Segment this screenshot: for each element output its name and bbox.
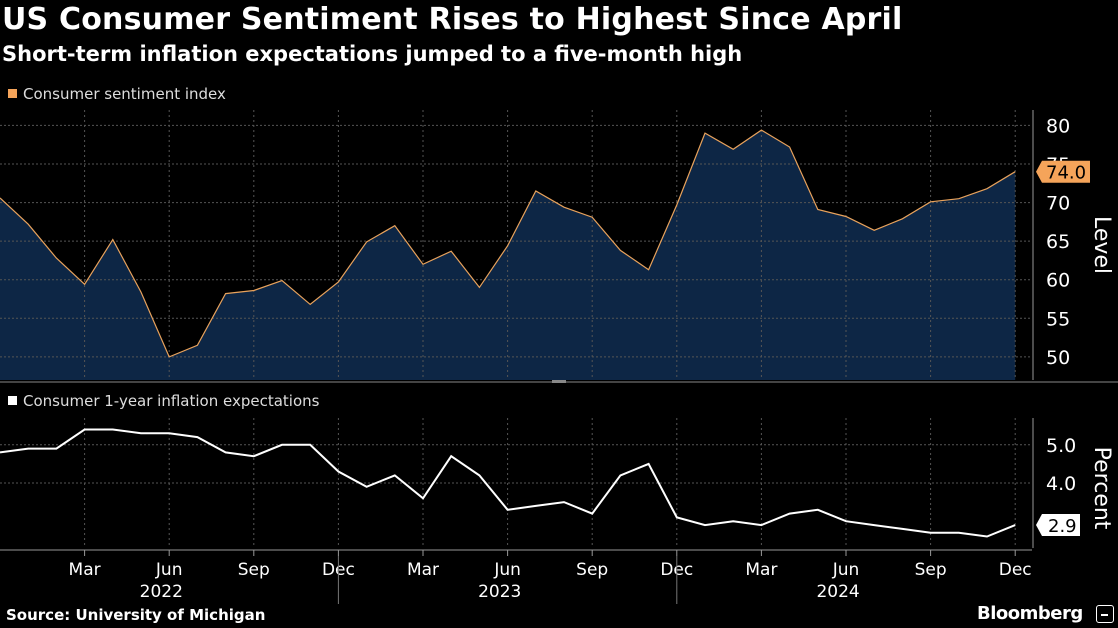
sentiment-line	[0, 129, 1016, 358]
x-tick-label-month: Jun	[493, 560, 521, 580]
x-tick-label-month: Dec	[999, 560, 1032, 580]
y-tick-label-top: 70	[1046, 193, 1070, 215]
y-tick-label-top: 65	[1046, 231, 1070, 253]
y-tick-label-top: 50	[1046, 347, 1070, 369]
last-value-box-bottom	[1036, 514, 1080, 537]
chat-icon	[1096, 605, 1114, 623]
last-value-label-bottom: 2.9	[1048, 516, 1077, 537]
y-axis-title-bottom: Percent	[1089, 447, 1114, 530]
x-tick-label-month: Mar	[69, 560, 101, 580]
x-tick-label-month: Sep	[238, 560, 270, 580]
chart-subtitle: Short-term inflation expectations jumped…	[2, 42, 743, 66]
x-tick-label-month: Mar	[407, 560, 439, 580]
y-tick-label-bottom: 4.0	[1046, 473, 1076, 495]
x-tick-label-month: Jun	[832, 560, 860, 580]
x-tick-label-month: Sep	[576, 560, 608, 580]
x-tick-label-month: Sep	[915, 560, 947, 580]
chart-title: US Consumer Sentiment Rises to Highest S…	[2, 2, 903, 37]
x-tick-label-year: 2022	[140, 582, 183, 602]
y-tick-label-top: 80	[1046, 115, 1070, 137]
x-tick-label-month: Mar	[745, 560, 777, 580]
y-tick-label-top: 55	[1046, 308, 1070, 330]
y-tick-label-top: 60	[1046, 270, 1070, 292]
legend-swatch-inflation	[8, 396, 17, 405]
x-tick-label-month: Jun	[155, 560, 183, 580]
bloomberg-logo: Bloomberg	[977, 603, 1083, 624]
last-value-label-top: 74.0	[1046, 163, 1086, 184]
x-tick-label-year: 2023	[478, 582, 521, 602]
legend-label-inflation: Consumer 1-year inflation expectations	[23, 392, 320, 410]
legend-sentiment: Consumer sentiment index	[8, 85, 226, 103]
legend-swatch-sentiment	[8, 89, 17, 98]
last-value-box-top	[1036, 160, 1090, 183]
divider-handle	[552, 380, 566, 383]
legend-inflation: Consumer 1-year inflation expectations	[8, 392, 319, 410]
x-tick-label-year: 2024	[816, 582, 859, 602]
inflation-line	[0, 428, 1016, 538]
y-tick-label-bottom: 5.0	[1046, 435, 1076, 457]
legend-label-sentiment: Consumer sentiment index	[23, 85, 226, 103]
y-axis-title-top: Level	[1089, 216, 1114, 274]
source-note: Source: University of Michigan	[6, 606, 266, 624]
